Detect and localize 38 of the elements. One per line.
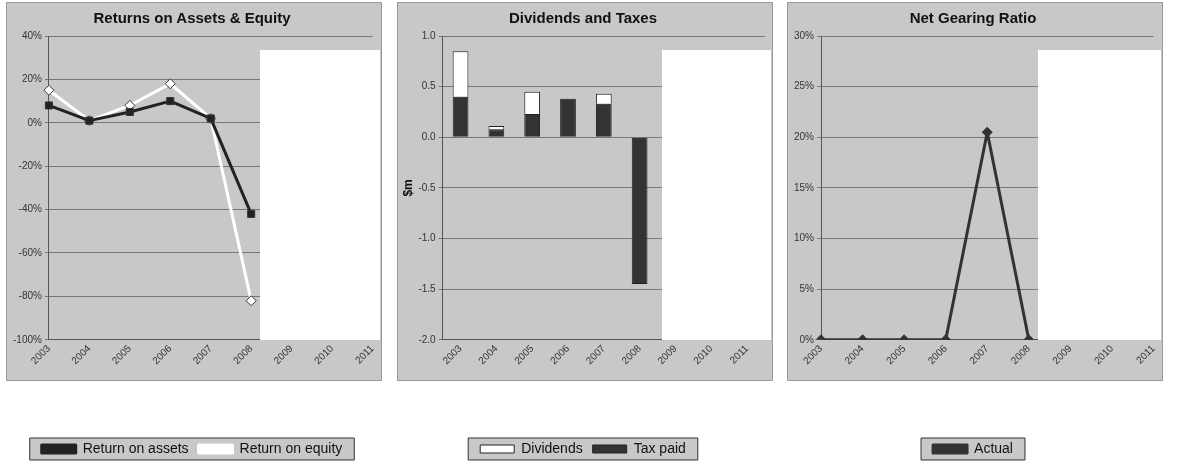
y-tick-label: -60% [18,246,42,258]
y-tick-label: 40% [21,29,43,41]
y-tick-label: 0.5 [421,80,437,92]
point [43,84,55,96]
y-tick-label: 5% [799,282,815,294]
y-tick-label: 0% [27,116,43,128]
chart-title: Net Gearing Ratio [909,9,1037,27]
y-tick-label: -40% [18,203,42,215]
y-tick-label: 0% [799,333,815,345]
point [44,101,53,110]
y-tick-label: 1.0 [421,29,437,41]
y-tick-label: -1.0 [418,232,437,244]
legend-label: Return on equity [239,439,343,456]
legend-label: Dividends [521,439,583,456]
y-tick-label: 20% [21,73,43,85]
point [164,78,176,90]
point [245,295,257,307]
chart-title: Dividends and Taxes [508,9,658,27]
point [125,107,134,116]
chart-title: Returns on Assets & Equity [93,9,292,27]
legend-label: Actual [974,439,1013,456]
y-tick-label: 0.0 [421,131,437,143]
y-axis-title: $m [400,179,415,197]
y-tick-label: -80% [18,290,42,302]
point [247,209,256,218]
y-tick-label: -2.0 [418,333,437,345]
point [166,97,175,106]
y-tick-label: -100% [13,333,43,345]
legend-label: Return on assets [82,439,189,456]
y-tick-label: -20% [18,159,42,171]
y-tick-label: 10% [794,232,815,244]
y-tick-label: 25% [794,80,815,92]
legend-label: Tax paid [633,439,686,456]
y-tick-label: 15% [794,181,815,193]
y-tick-label: -0.5 [418,181,437,193]
y-tick-label: 30% [794,29,815,41]
y-tick-label: -1.5 [418,282,437,294]
y-tick-label: 20% [794,131,815,143]
